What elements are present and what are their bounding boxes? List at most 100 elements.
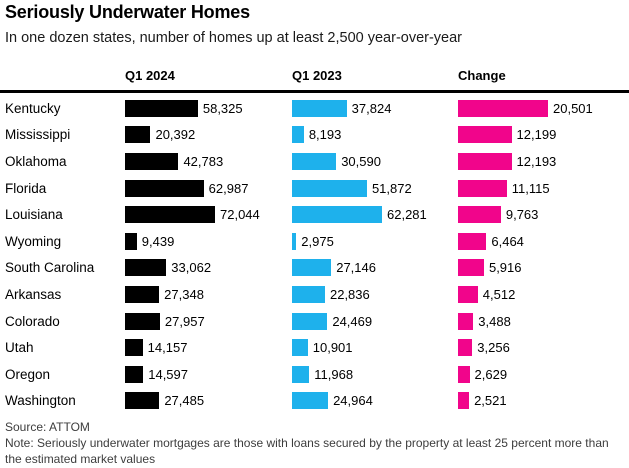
table-row: Oregon 14,597 11,968 2,629: [0, 361, 629, 388]
state-label: Louisiana: [5, 207, 63, 223]
methodology-note: Note: Seriously underwater mortgages are…: [5, 435, 609, 466]
value-label: 27,146: [336, 260, 376, 276]
bar-q1-2024: [125, 392, 160, 410]
state-label: Wyoming: [5, 233, 62, 249]
bar-cell-q1-2024: 42,783: [125, 148, 292, 175]
bar-cell-change: 20,501: [458, 95, 629, 122]
value-label: 22,836: [329, 286, 370, 302]
bar-q1-2023: [292, 365, 310, 383]
bar-cell-q1-2023: 37,824: [292, 95, 458, 122]
bar-cell-change: 3,256: [458, 334, 629, 361]
bar-cell-change: 11,115: [458, 175, 629, 202]
state-label: Utah: [5, 340, 34, 356]
value-label: 20,501: [553, 100, 593, 116]
state-label: Washington: [5, 393, 76, 409]
bar-cell-q1-2023: 27,146: [292, 255, 458, 282]
value-label: 2,521: [474, 393, 507, 409]
table-row: Kentucky 58,325 37,824 20,501: [0, 95, 629, 122]
table-row: Arkansas 27,348 22,836 4,512: [0, 281, 629, 308]
chart-subtitle: In one dozen states, number of homes up …: [5, 30, 463, 46]
bar-cell-q1-2024: 14,597: [125, 361, 292, 388]
bar-cell-q1-2023: 51,872: [292, 175, 458, 202]
bar-cell-change: 6,464: [458, 228, 629, 255]
bar-cell-change: 12,193: [458, 148, 629, 175]
bar-cell-q1-2023: 11,968: [292, 361, 458, 388]
table-row: Oklahoma 42,783 30,590 12,193: [0, 148, 629, 175]
value-label: 2,975: [301, 233, 334, 249]
bar-cell-q1-2024: 62,987: [125, 175, 292, 202]
bar-q1-2024: [125, 365, 144, 383]
bar-cell-q1-2024: 58,325: [125, 95, 292, 122]
bar-q1-2024: [125, 259, 167, 277]
value-label: 24,964: [333, 393, 373, 409]
state-label: South Carolina: [5, 260, 95, 276]
bar-q1-2024: [125, 126, 151, 144]
column-header-change: Change: [458, 68, 506, 83]
table-row: Wyoming 9,439 2,975 6,464: [0, 228, 629, 255]
column-header-row: Q1 2024 Q1 2023 Change: [0, 46, 629, 93]
table-row: Utah 14,157 10,901 3,256: [0, 334, 629, 361]
bar-q1-2023: [292, 392, 329, 410]
bar-change: [458, 339, 473, 357]
bar-cell-q1-2023: 10,901: [292, 334, 458, 361]
bar-cell-q1-2023: 62,281: [292, 201, 458, 228]
bar-cell-change: 4,512: [458, 281, 629, 308]
header-spacer: [0, 83, 125, 90]
bar-cell-q1-2024: 33,062: [125, 255, 292, 282]
table-row: Florida 62,987 51,872 11,115: [0, 175, 629, 202]
state-label: Florida: [5, 180, 47, 196]
state-label: Mississippi: [5, 127, 71, 143]
bar-cell-q1-2024: 9,439: [125, 228, 292, 255]
bar-change: [458, 232, 487, 250]
value-label: 27,348: [164, 286, 204, 302]
bar-cell-q1-2024: 14,157: [125, 334, 292, 361]
source-note: Source: ATTOM: [5, 420, 90, 435]
table-row: Washington 27,485 24,964 2,521: [0, 388, 629, 415]
value-label: 37,824: [351, 100, 392, 116]
bar-q1-2024: [125, 206, 215, 224]
bar-change: [458, 365, 470, 383]
chart-footer: Source: ATTOM Note: Seriously underwater…: [5, 420, 620, 467]
bar-q1-2024: [125, 232, 137, 250]
state-label: Kentucky: [5, 100, 61, 116]
state-label: Oklahoma: [5, 153, 67, 169]
bar-change: [458, 392, 470, 410]
bar-q1-2023: [292, 339, 308, 357]
value-label: 8,193: [308, 127, 342, 143]
value-label: 62,987: [208, 180, 249, 196]
bar-cell-q1-2024: 27,957: [125, 308, 292, 335]
bar-q1-2023: [292, 126, 304, 144]
value-label: 2,629: [474, 366, 508, 382]
value-label: 24,469: [332, 313, 373, 329]
column-header-q1-2024: Q1 2024: [125, 68, 175, 83]
bar-cell-q1-2023: 2,975: [292, 228, 458, 255]
bar-q1-2024: [125, 339, 143, 357]
value-label: 14,597: [148, 366, 188, 382]
table-row: Mississippi 20,392 8,193 12,199: [0, 122, 629, 149]
value-label: 12,193: [516, 153, 557, 169]
bar-cell-change: 3,488: [458, 308, 629, 335]
chart-rows: Kentucky 58,325 37,824 20,501 Mississippi 20,…: [0, 95, 629, 414]
bar-cell-q1-2023: 30,590: [292, 148, 458, 175]
value-label: 12,199: [516, 127, 557, 143]
table-row: Colorado 27,957 24,469 3,488: [0, 308, 629, 335]
bar-q1-2024: [125, 179, 204, 197]
bar-q1-2024: [125, 152, 179, 170]
bar-cell-q1-2024: 72,044: [125, 201, 292, 228]
bar-cell-q1-2023: 22,836: [292, 281, 458, 308]
bar-change: [458, 312, 474, 330]
value-label: 4,512: [482, 286, 516, 302]
value-label: 14,157: [147, 340, 188, 356]
value-label: 72,044: [220, 207, 260, 223]
bar-cell-q1-2023: 24,469: [292, 308, 458, 335]
value-label: 11,115: [511, 180, 550, 196]
bar-q1-2023: [292, 99, 347, 117]
bar-q1-2023: [292, 232, 297, 250]
bar-change: [458, 152, 512, 170]
bar-q1-2023: [292, 179, 367, 197]
bar-q1-2023: [292, 312, 328, 330]
bar-cell-change: 2,629: [458, 361, 629, 388]
bar-q1-2024: [125, 285, 160, 303]
bar-change: [458, 99, 548, 117]
